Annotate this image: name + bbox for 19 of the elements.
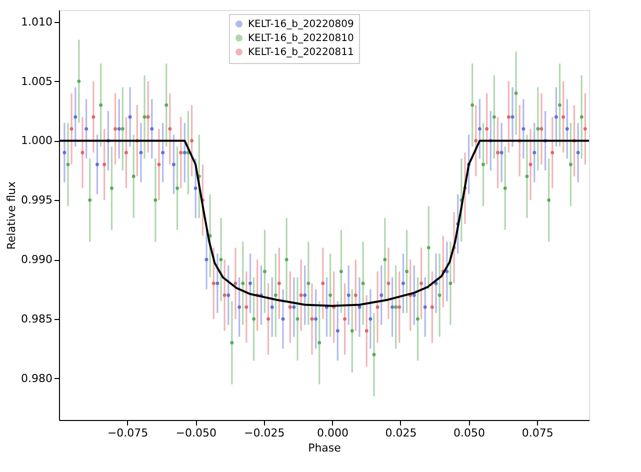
y-tick-label: 0.985 <box>21 312 52 326</box>
y-tick-label: 0.995 <box>21 194 52 207</box>
x-tick-label: 0.025 <box>385 426 417 440</box>
x-axis-title: Phase <box>308 442 342 454</box>
y-tick-label: 1.000 <box>21 134 52 148</box>
x-tick-label: −0.025 <box>244 426 285 440</box>
x-tick-label: −0.075 <box>107 426 148 440</box>
x-tick-label: 0.075 <box>522 426 554 440</box>
x-tick-label: 0.000 <box>316 426 348 440</box>
y-tick-label: 1.005 <box>21 74 52 88</box>
y-tick-label: 0.980 <box>21 372 52 385</box>
y-axis-title: Relative flux <box>5 180 18 250</box>
y-tick-label: 0.990 <box>21 253 52 266</box>
legend-label: KELT-16_b_20220811 <box>248 47 354 58</box>
x-tick-label: −0.050 <box>176 426 216 440</box>
legend-label: KELT-16_b_20220809 <box>248 19 354 30</box>
x-tick-label: 0.050 <box>454 426 486 440</box>
y-tick-label: 1.010 <box>21 15 52 28</box>
legend-label: KELT-16_b_20220810 <box>248 33 354 44</box>
